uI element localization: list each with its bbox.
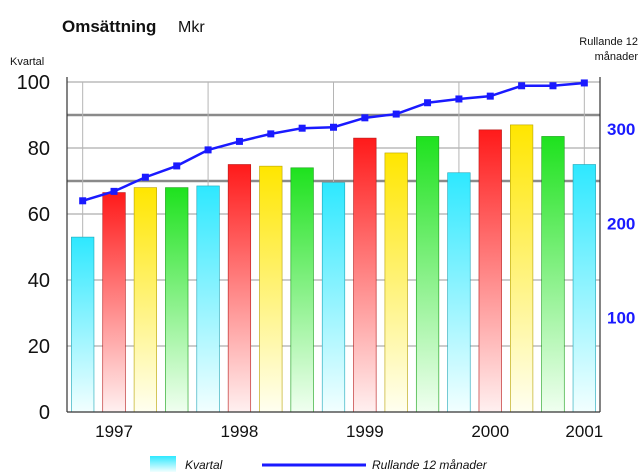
bar-13 — [447, 172, 471, 413]
right-axis-label-line2: månader — [595, 51, 639, 63]
left-axis-label: Kvartal — [10, 56, 44, 68]
line-series — [79, 79, 588, 205]
bar-6 — [227, 164, 252, 413]
line-point-15 — [518, 82, 526, 90]
line-point-11 — [392, 110, 400, 118]
bar-5 — [196, 185, 220, 413]
line-point-8 — [298, 124, 306, 132]
bar-11 — [384, 152, 408, 413]
y2-tick-label: 300 — [607, 120, 635, 139]
y-tick-label: 0 — [39, 402, 50, 424]
line-point-2 — [110, 187, 118, 195]
bar-7 — [259, 165, 283, 413]
line-point-9 — [330, 123, 337, 131]
y2-axis-ticks: 100 200 300 — [607, 120, 635, 328]
bar-series — [71, 124, 596, 413]
line-point-14 — [486, 92, 494, 100]
line-point-6 — [235, 137, 243, 145]
y-tick-label: 20 — [28, 336, 50, 358]
bar-2 — [102, 192, 126, 413]
y2-tick-label: 100 — [607, 309, 635, 328]
bar-12 — [415, 136, 440, 413]
y-tick-label: 60 — [28, 204, 50, 226]
y-tick-label: 40 — [28, 270, 50, 292]
x-tick-label: 1998 — [221, 422, 259, 441]
bar-15 — [510, 124, 534, 413]
right-axis-label-line1: Rullande 12 — [579, 36, 638, 48]
line-point-13 — [455, 95, 463, 103]
bar-9 — [321, 182, 346, 413]
x-tick-label: 1997 — [95, 422, 133, 441]
y-axis-ticks: 0 20 40 60 80 100 — [17, 72, 50, 424]
axes — [66, 77, 601, 413]
bar-16 — [541, 136, 565, 413]
line-point-7 — [267, 130, 275, 138]
line-point-3 — [141, 173, 149, 181]
line-point-17 — [580, 79, 588, 87]
bar-1 — [71, 236, 95, 413]
bar-17 — [572, 164, 596, 413]
legend: Kvartal Rullande 12 månader — [150, 456, 488, 472]
legend-line-label: Rullande 12 månader — [372, 458, 488, 472]
x-tick-label: 2000 — [471, 422, 509, 441]
bar-8 — [290, 167, 314, 413]
legend-bar-label: Kvartal — [185, 458, 223, 472]
line-point-16 — [549, 82, 557, 90]
x-axis-ticks: 1997 1998 1999 2000 2001 — [95, 422, 603, 441]
line-point-4 — [173, 162, 181, 170]
line-point-10 — [361, 114, 369, 122]
y2-tick-label: 200 — [607, 214, 635, 233]
y-tick-label: 100 — [17, 72, 50, 94]
chart-title: Omsättning — [62, 17, 156, 36]
bar-14 — [478, 129, 502, 413]
bar-3 — [133, 187, 157, 413]
x-tick-label: 2001 — [565, 422, 603, 441]
y-tick-label: 80 — [28, 138, 50, 160]
bar-4 — [165, 187, 189, 413]
line-point-1 — [79, 197, 87, 205]
bar-10 — [353, 137, 377, 413]
line-point-5 — [204, 146, 212, 154]
line-point-12 — [424, 99, 432, 107]
chart-unit: Mkr — [178, 19, 205, 36]
x-tick-label: 1999 — [346, 422, 384, 441]
legend-bar-swatch — [150, 456, 176, 472]
